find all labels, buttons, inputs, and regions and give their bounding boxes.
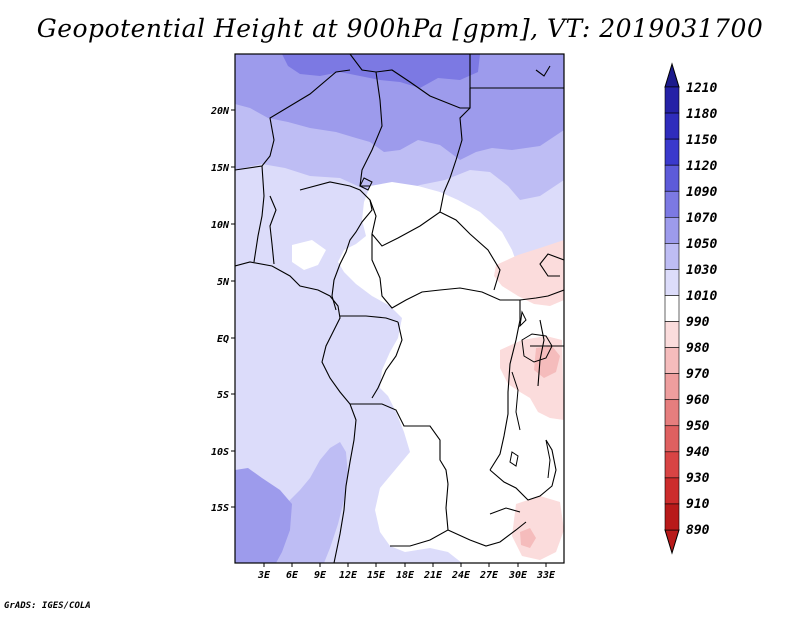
colorbar-label: 940 <box>686 445 710 460</box>
colorbar-label: 1070 <box>686 211 717 226</box>
lat-tick-label: 10N <box>211 220 230 231</box>
colorbar-band <box>664 477 680 505</box>
field-970-980-south <box>520 528 536 548</box>
colorbar-label: 910 <box>686 497 710 512</box>
border-congo-drc <box>371 321 403 399</box>
border-drc-east <box>489 300 521 471</box>
colorbar-label: 930 <box>686 471 710 486</box>
colorbar-band <box>664 86 680 114</box>
colorbar-band <box>664 216 680 244</box>
colorbar-label: 1090 <box>686 185 717 200</box>
lakes <box>359 177 553 515</box>
lon-tick-label: 27E <box>479 570 499 581</box>
border-north-sahara <box>306 54 471 109</box>
colorbar-band <box>664 138 680 166</box>
lon-tick-label: 15E <box>367 570 386 581</box>
colorbar-band <box>664 269 680 296</box>
lake-mweru <box>509 451 519 467</box>
colorbar-band <box>664 190 680 218</box>
colorbar-label: 960 <box>686 393 710 408</box>
border-burkina-ghana <box>253 165 265 263</box>
lon-tick-label: 21E <box>423 570 443 581</box>
coastline <box>235 261 357 563</box>
border-car-north <box>369 199 501 291</box>
colorbar-label: 1010 <box>686 289 717 304</box>
field-white-patch <box>292 240 326 270</box>
lat-tick-label: 10S <box>211 447 229 458</box>
colorbar-band <box>664 112 680 140</box>
border-zambia-south <box>447 521 527 547</box>
colorbar-label: 1030 <box>686 263 717 278</box>
colorbar-bottom-triangle <box>664 529 680 555</box>
field-980-990-south <box>512 496 564 560</box>
lat-tick-label: 15N <box>211 163 230 174</box>
map-frame <box>234 53 565 564</box>
colorbar-band <box>664 295 680 322</box>
colorbar-band <box>664 451 680 479</box>
colorbar-band <box>664 243 680 270</box>
colorbar-band <box>664 425 680 453</box>
border-ethiopia <box>539 253 564 277</box>
field-1050-1070 <box>235 54 564 160</box>
lon-tick-label: 33E <box>536 570 556 581</box>
lake-kariba <box>489 507 521 515</box>
colorbar-label: 1050 <box>686 237 717 252</box>
lon-tick-label: 24E <box>451 570 471 581</box>
lon-tick-label: 9E <box>314 570 327 581</box>
colorbar-band <box>664 399 680 427</box>
lon-tick-label: 18E <box>396 570 415 581</box>
lon-tick-label: 12E <box>339 570 358 581</box>
grads-credit: GrADS: IGES/COLA <box>4 601 91 611</box>
lon-tick-label: 3E <box>257 570 271 581</box>
colorbar-band <box>664 164 680 192</box>
lon-tick-label: 30E <box>508 570 528 581</box>
colorbar-label: 970 <box>686 367 710 382</box>
colorbar-band <box>664 347 680 374</box>
lon-axis: 3E 6E 9E 12E 15E 18E 21E 24E 27E 30E 33E <box>257 563 556 581</box>
border-mali <box>235 69 351 171</box>
border-nigeria <box>299 181 373 311</box>
colorbar-label: 1210 <box>686 81 717 96</box>
border-togo-benin <box>269 195 277 265</box>
colorbar: 1210 1180 1150 1120 1090 1070 1050 1030 … <box>664 62 717 555</box>
border-angola-zambia <box>390 483 449 547</box>
lake-malawi <box>545 439 551 479</box>
border-angola-drc <box>350 403 449 485</box>
colorbar-label: 1150 <box>686 133 717 148</box>
chart-title: Geopotential Height at 900hPa [gpm], VT:… <box>36 14 764 43</box>
lon-tick-label: 6E <box>286 570 299 581</box>
field-south-1050-1070 <box>235 468 292 563</box>
lat-tick-label: EQ <box>217 334 229 345</box>
border-sudan <box>469 87 564 108</box>
colorbar-label: 890 <box>686 523 710 538</box>
lat-tick-label: 20N <box>210 106 230 117</box>
coast-red-sea <box>535 65 551 77</box>
colorbar-band <box>664 373 680 401</box>
lake-victoria <box>521 333 553 363</box>
border-uganda-tanzania <box>537 319 545 387</box>
colorbar-band <box>664 503 680 531</box>
colorbar-band <box>664 321 680 348</box>
lake-tanganyika <box>511 371 521 431</box>
geopotential-field <box>235 54 564 563</box>
colorbar-label: 990 <box>686 315 710 330</box>
field-970-980 <box>534 346 560 378</box>
border-cameroon-gabon <box>340 315 399 323</box>
border-zambia-malawi <box>489 439 557 501</box>
lat-tick-label: 5N <box>217 277 230 288</box>
colorbar-label: 1180 <box>686 107 717 122</box>
colorbar-label: 1120 <box>686 159 717 174</box>
lake-albert <box>519 310 527 328</box>
border-car-south <box>371 234 564 309</box>
border-chad-sudan <box>439 107 471 213</box>
colorbar-label: 950 <box>686 419 710 434</box>
colorbar-label: 980 <box>686 341 710 356</box>
country-borders <box>235 54 564 563</box>
lat-tick-label: 5S <box>217 390 229 401</box>
colorbar-top-triangle <box>664 62 680 88</box>
lake-chad <box>359 177 373 191</box>
lat-tick-label: 15S <box>211 503 229 514</box>
lat-axis: 20N 15N 10N 5N EQ 5S 10S 15S <box>210 106 235 514</box>
